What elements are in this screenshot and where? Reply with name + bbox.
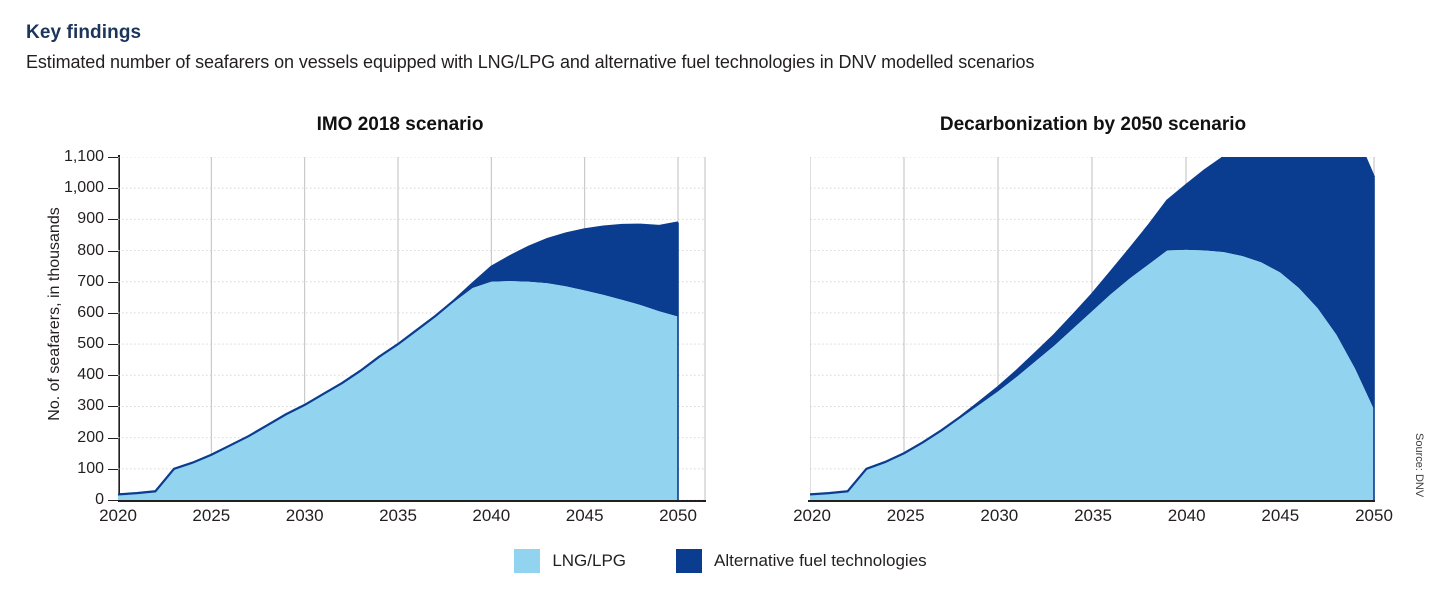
source-note-wrap: Source: DNV [1400, 0, 1441, 601]
y-tick-mark [108, 281, 118, 283]
legend-swatch-alternative-fuel [676, 549, 703, 573]
y-tick-label: 500 [77, 335, 104, 353]
x-tick-label-left: 2045 [565, 506, 604, 525]
y-tick-label: 1,000 [63, 179, 104, 197]
y-tick-label: 800 [77, 241, 104, 259]
x-tick-label-right: 2030 [980, 506, 1019, 525]
x-tick-label-left: 2030 [285, 506, 324, 525]
x-tick-label-left: 2025 [192, 506, 231, 525]
series-line-total [118, 222, 678, 494]
y-tick-label: 200 [77, 428, 104, 446]
y-tick-mark [108, 344, 118, 346]
legend: LNG/LPG Alternative fuel technologies [0, 549, 1441, 573]
series-area-alternative-fuel [118, 222, 678, 495]
series-area-alternative-fuel [810, 157, 1374, 495]
y-tick-mark [108, 250, 118, 252]
legend-swatch-lng-lpg [514, 549, 541, 573]
page-title: Key findings [26, 22, 142, 43]
y-tick-label: 1,100 [63, 148, 104, 165]
chart-title-imo-2018: IMO 2018 scenario [316, 114, 484, 135]
legend-label-alternative-fuel: Alternative fuel technologies [714, 551, 927, 570]
x-tick-label-right: 2045 [1261, 506, 1300, 525]
y-tick-mark [108, 188, 118, 190]
x-tick-label-left: 2040 [472, 506, 511, 525]
y-tick-label: 300 [77, 397, 104, 415]
y-tick-mark [108, 406, 118, 408]
legend-label-lng-lpg: LNG/LPG [552, 551, 627, 570]
x-axis-line-left [118, 500, 706, 502]
legend-item-alternative-fuel[interactable]: Alternative fuel technologies [676, 549, 927, 573]
y-tick-mark [108, 437, 118, 439]
figure-subtitle: Estimated number of seafarers on vessels… [26, 52, 1035, 72]
y-tick-label: 100 [77, 459, 104, 477]
x-tick-label-right: 2050 [1355, 506, 1393, 525]
series-area-lng-lpg [810, 249, 1374, 500]
x-tick-label-left: 2020 [99, 506, 137, 525]
y-tick-mark [108, 468, 118, 470]
x-tick-label-right: 2025 [886, 506, 925, 525]
chart-area-imo-2018 [118, 157, 706, 500]
y-tick-mark [108, 157, 118, 158]
source-note: Source: DNV [1413, 433, 1425, 498]
y-tick-mark [108, 500, 118, 501]
x-tick-label-right: 2040 [1167, 506, 1206, 525]
y-tick-label: 700 [77, 272, 104, 290]
y-tick-mark [108, 219, 118, 221]
x-tick-label-right: 2035 [1074, 506, 1112, 525]
area-chart-svg [118, 157, 706, 500]
chart-area-decarbonization-2050 [810, 157, 1375, 500]
series-area-lng-lpg [118, 281, 678, 500]
x-tick-label-right: 2020 [793, 506, 831, 525]
y-tick-label: 600 [77, 303, 104, 321]
y-tick-label: 400 [77, 366, 104, 384]
x-axis-line-right [808, 500, 1375, 502]
y-tick-label: 0 [95, 491, 104, 508]
chart-title-decarbonization-2050: Decarbonization by 2050 scenario [939, 114, 1247, 135]
y-axis-line [118, 155, 120, 502]
y-tick-label: 900 [77, 210, 104, 228]
x-tick-label-left: 2035 [379, 506, 417, 525]
series-line-total [810, 157, 1374, 494]
y-tick-mark [108, 312, 118, 314]
legend-item-lng-lpg[interactable]: LNG/LPG [514, 549, 626, 573]
area-chart-svg [810, 157, 1375, 500]
y-tick-mark [108, 375, 118, 377]
y-axis: 0 100 200 300 400 500 600 700 800 900 1,000 1,100 [52, 148, 118, 508]
x-tick-label-left: 2050 [659, 506, 697, 525]
